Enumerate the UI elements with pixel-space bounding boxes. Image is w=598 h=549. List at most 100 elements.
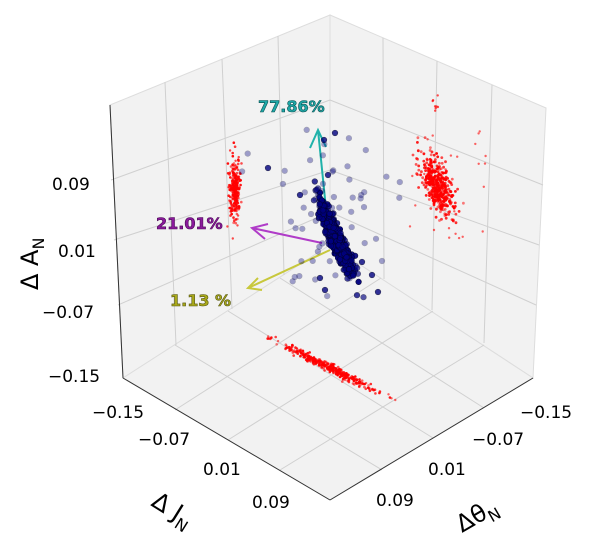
projection-point — [416, 136, 420, 140]
grid-line — [174, 344, 383, 471]
projection-point — [305, 359, 309, 363]
projection-point — [236, 162, 240, 166]
cluster-point — [300, 204, 307, 211]
grid-line — [113, 169, 331, 241]
projection-point — [239, 172, 242, 175]
projection-point — [274, 335, 278, 339]
pc-arrows — [245, 127, 331, 291]
projection-point — [343, 372, 346, 375]
projection-point — [435, 152, 438, 155]
cluster-point — [308, 210, 315, 218]
projection-point — [228, 171, 232, 175]
projection-point — [237, 187, 241, 191]
projection-point — [295, 350, 299, 353]
projection-point — [427, 181, 430, 184]
projection-point — [454, 212, 458, 216]
cluster-point — [357, 195, 364, 202]
projection-point — [431, 134, 434, 137]
projection-point — [276, 339, 280, 343]
projection-point — [237, 205, 241, 208]
x-axis-label: Δ JN — [145, 486, 199, 536]
projection-point — [436, 155, 440, 159]
projection-point — [431, 167, 435, 171]
projection-point — [441, 193, 445, 197]
projection-point — [420, 170, 423, 174]
grid-line — [329, 211, 537, 306]
projection-point — [438, 219, 441, 222]
cluster-point — [348, 224, 355, 231]
projection-point — [433, 186, 436, 190]
projection-point — [296, 352, 300, 355]
projection-point — [429, 169, 433, 173]
projection-point — [444, 213, 448, 217]
projection-point — [233, 208, 237, 211]
projection-point — [232, 172, 236, 175]
cluster-point — [310, 197, 318, 204]
projection-point — [420, 181, 424, 185]
projection-point — [231, 207, 234, 210]
projection-point — [364, 381, 368, 385]
projection-point — [443, 184, 447, 188]
cluster-point — [349, 194, 356, 201]
cluster-point — [316, 201, 323, 208]
pc2-arrowhead — [249, 223, 269, 240]
projection-point — [431, 182, 435, 186]
projection-point — [341, 380, 344, 383]
projection-point — [437, 161, 441, 165]
projection-point — [236, 217, 239, 221]
projection-point — [285, 344, 288, 347]
projection-point — [416, 141, 419, 144]
cluster-point — [307, 157, 314, 164]
projection-point — [236, 224, 239, 227]
projection-point — [326, 365, 330, 368]
cluster-point — [316, 274, 324, 282]
projection-point — [322, 364, 326, 367]
cluster-point — [287, 218, 295, 225]
projection-point — [447, 213, 451, 216]
projection-point — [347, 373, 350, 376]
projection-point — [415, 172, 419, 176]
projection-point — [428, 149, 432, 152]
grid-line — [174, 277, 382, 411]
projection-point — [231, 196, 234, 199]
projection-point — [440, 171, 443, 174]
projection-point — [444, 171, 447, 175]
projection-point — [316, 359, 320, 363]
projection-point — [331, 367, 335, 371]
projection-point — [231, 182, 235, 185]
cluster-point — [264, 164, 272, 172]
cluster-point — [374, 288, 382, 296]
cluster-point — [299, 225, 306, 232]
projection-point — [422, 152, 426, 156]
projection-point — [434, 193, 437, 197]
projection-point — [236, 179, 240, 183]
pc3-arrowhead — [245, 277, 263, 291]
cluster-point — [339, 243, 346, 250]
projection-point — [431, 99, 435, 102]
projection-point — [318, 362, 321, 366]
cluster-point — [320, 136, 328, 144]
grid-line — [382, 37, 385, 280]
projection-point — [424, 164, 427, 168]
projection-point — [417, 168, 421, 172]
projection-point — [440, 156, 444, 160]
projection-point — [235, 180, 238, 184]
projection-point — [306, 351, 310, 355]
projection-point — [358, 384, 361, 388]
cluster-point — [316, 214, 323, 221]
projection-point — [291, 351, 295, 354]
projection-point — [373, 388, 377, 392]
projection-point — [230, 203, 234, 207]
z-axis-label: Δ AN — [16, 238, 48, 290]
cluster-point — [372, 235, 380, 242]
projection-point — [230, 212, 233, 216]
projection-point — [235, 177, 238, 180]
projection-point — [434, 215, 438, 219]
projection-point — [229, 195, 232, 199]
cluster-point — [361, 189, 368, 196]
projection-point — [437, 172, 441, 176]
projection-point — [236, 168, 240, 172]
projection-point — [436, 176, 440, 179]
projection-point — [434, 198, 437, 202]
projection-point — [237, 159, 240, 162]
